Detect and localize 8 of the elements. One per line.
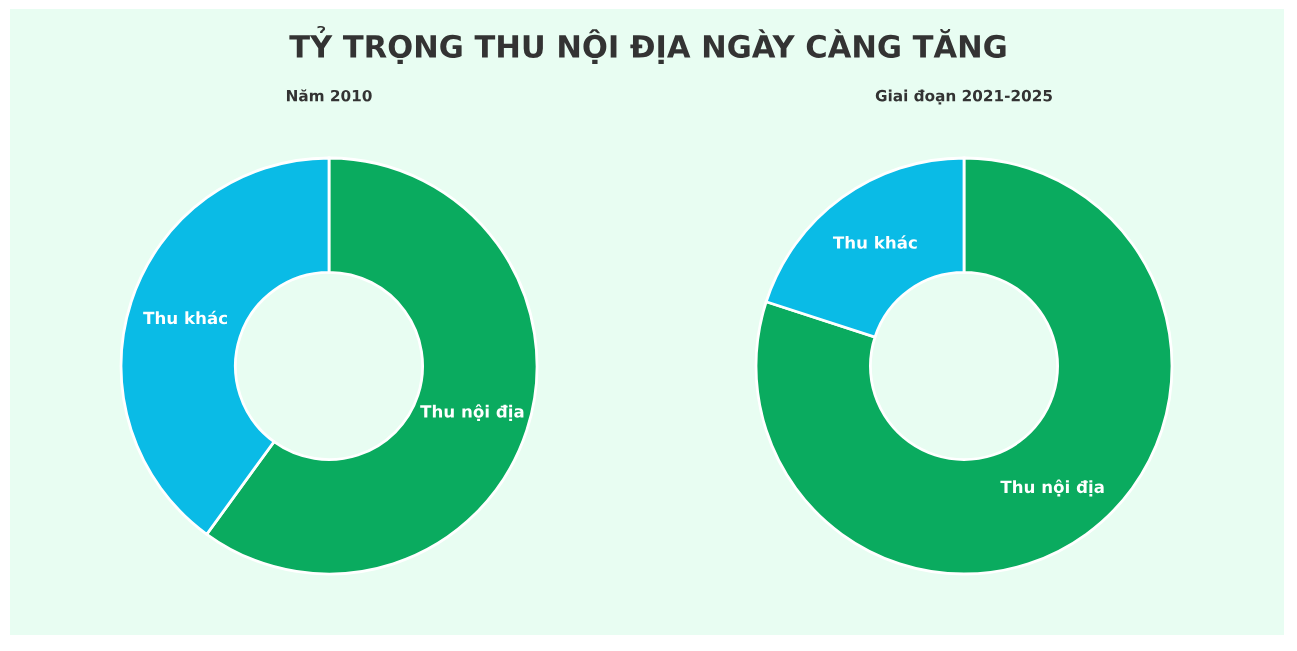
slice-label: Thu nội địa — [420, 404, 524, 422]
slice-label: Thu khác — [143, 310, 227, 325]
text: TỶ TRỌNG THU NỘI ĐỊA NGÀY CÀNG TĂNG — [289, 25, 1006, 65]
chart-subtitle: Giai đoạn 2021-2025 — [875, 89, 1052, 105]
slice-label: Thu nội địa — [1000, 479, 1104, 497]
slice-label: Thu khác — [832, 235, 917, 249]
chart-subtitle: Năm 2010 — [286, 89, 372, 102]
donut-slice — [754, 156, 1174, 576]
